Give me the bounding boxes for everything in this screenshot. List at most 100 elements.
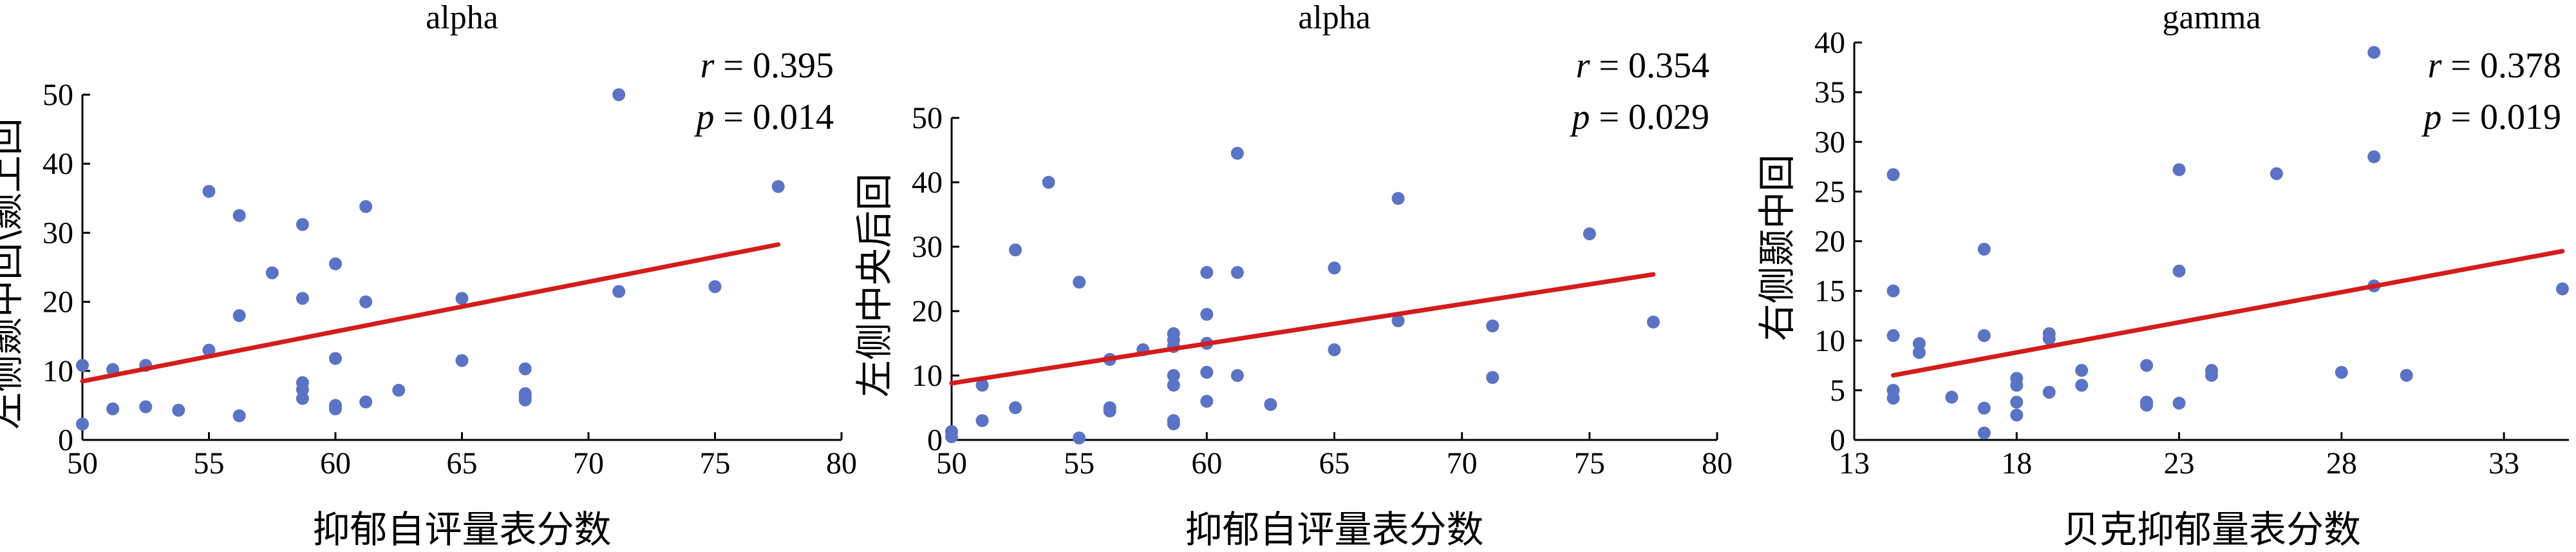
x-tick-label: 65 [1319, 446, 1350, 481]
regression-line [1891, 249, 2565, 378]
data-point [1328, 343, 1341, 356]
data-point [1167, 379, 1180, 392]
data-point [1977, 329, 1991, 343]
y-tick-label: 10 [1814, 324, 1845, 358]
data-point [76, 417, 89, 431]
p-symbol: p [2421, 97, 2441, 137]
r-value: = 0.378 [2450, 46, 2561, 86]
data-point [455, 292, 469, 305]
y-tick-label: 40 [42, 147, 73, 181]
y-tick-label: 0 [927, 423, 943, 457]
data-point [2400, 368, 2413, 382]
data-point [945, 430, 958, 443]
data-point [2140, 399, 2154, 412]
p-statistic: p = 0.019 [2421, 97, 2561, 137]
regression-line [80, 242, 781, 384]
data-point [232, 209, 246, 222]
data-point [232, 409, 246, 423]
y-tick-label: 40 [1814, 26, 1845, 60]
data-point [1230, 369, 1244, 382]
chart-title: alpha [426, 0, 498, 36]
data-point [2010, 395, 2024, 409]
x-tick-label: 60 [320, 446, 351, 481]
x-tick-label: 28 [2326, 446, 2357, 481]
y-tick-label: 20 [1814, 225, 1845, 259]
data-point [1886, 392, 1900, 405]
y-axis-label: 左侧颞中回\颞上回 [0, 118, 27, 430]
data-point [296, 392, 309, 405]
r-symbol: r [1576, 46, 1590, 86]
x-tick-label: 50 [936, 446, 967, 481]
x-tick-label: 70 [1447, 446, 1478, 481]
y-tick-label: 15 [1814, 274, 1845, 309]
data-point [202, 185, 216, 198]
data-point [975, 414, 989, 427]
y-tick-label: 50 [912, 101, 943, 135]
y-tick-label: 0 [1830, 423, 1845, 457]
data-point [1200, 266, 1214, 279]
data-point [1912, 337, 1926, 350]
y-tick-label: 25 [1814, 175, 1845, 209]
x-tick-label: 80 [826, 446, 857, 481]
data-point [139, 400, 153, 414]
data-point [1200, 366, 1214, 379]
data-point [518, 362, 532, 376]
data-point [2172, 163, 2186, 176]
p-value: = 0.014 [723, 97, 834, 137]
data-point [1328, 262, 1341, 274]
x-tick-label: 60 [1191, 446, 1222, 481]
p-symbol: p [693, 97, 714, 137]
data-point [1977, 426, 1991, 440]
data-point [2367, 46, 2381, 59]
data-point [296, 292, 309, 305]
data-point [1200, 395, 1214, 408]
chart-title: gamma [2162, 0, 2261, 36]
y-tick-label: 10 [912, 359, 943, 393]
data-point [1977, 242, 1991, 256]
x-tick-label: 65 [447, 446, 478, 481]
data-point [1886, 168, 1900, 182]
data-point [329, 352, 342, 365]
data-point [708, 280, 722, 294]
y-tick-label: 30 [1814, 125, 1845, 159]
r-value: = 0.395 [723, 46, 834, 86]
data-point [2075, 364, 2089, 377]
data-point [1391, 192, 1405, 205]
y-tick-label: 40 [912, 166, 943, 200]
data-point [1167, 417, 1180, 430]
data-point [2010, 408, 2024, 422]
r-statistic: r = 0.378 [2428, 46, 2561, 86]
data-point [2555, 282, 2569, 296]
data-point [1073, 432, 1086, 444]
data-point [2270, 167, 2283, 180]
y-tick-label: 30 [912, 230, 943, 264]
x-tick-label: 75 [700, 446, 731, 481]
y-tick-label: 35 [1814, 75, 1845, 109]
data-point [172, 403, 185, 417]
x-tick-label: 55 [1064, 446, 1095, 481]
y-axis-label: 左侧中央后回 [852, 173, 896, 397]
p-statistic: p = 0.014 [693, 97, 834, 137]
y-tick-label: 20 [912, 294, 943, 328]
data-point [455, 354, 469, 367]
data-point [265, 266, 279, 280]
data-point [1009, 401, 1022, 414]
data-point [202, 343, 216, 357]
data-point [1391, 314, 1405, 327]
r-symbol: r [700, 46, 715, 86]
y-tick-label: 30 [42, 216, 73, 250]
data-point [2075, 379, 2089, 392]
chart-panel-3: 13 18 23 28 33 0 5 10 15 20 25 30 35 40 gamma 贝克抑郁量表分数 右… [1755, 0, 2569, 551]
data-point [975, 379, 989, 392]
data-point [1167, 369, 1180, 382]
data-point [359, 395, 373, 409]
data-point [2367, 150, 2381, 164]
data-point [1073, 276, 1086, 289]
data-point [1230, 147, 1244, 160]
r-statistic: r = 0.354 [1576, 46, 1709, 86]
x-tick-label: 75 [1574, 446, 1605, 481]
data-point [1977, 401, 1991, 415]
data-point [1646, 316, 1660, 328]
